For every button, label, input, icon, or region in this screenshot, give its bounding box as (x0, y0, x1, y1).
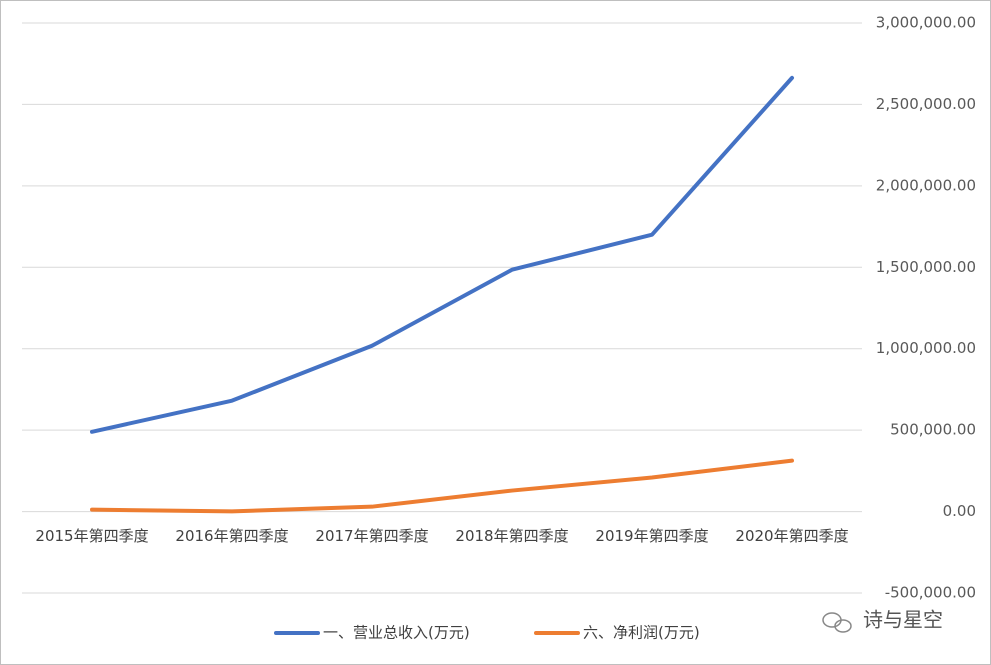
x-tick-label: 2016年第四季度 (175, 527, 288, 545)
y-tick-label: 1,000,000.00 (876, 339, 976, 357)
y-tick-label: -500,000.00 (885, 584, 976, 602)
y-tick-label: 2,000,000.00 (876, 176, 976, 194)
legend-label: 六、净利润(万元) (583, 624, 700, 642)
watermark: 诗与星空 (863, 608, 943, 632)
series-line (90, 75, 794, 434)
y-tick-label: 0.00 (943, 502, 976, 520)
x-tick-label: 2018年第四季度 (455, 527, 568, 545)
legend-label: 一、营业总收入(万元) (323, 624, 470, 642)
x-tick-label: 2020年第四季度 (735, 527, 848, 545)
y-tick-label: 2,500,000.00 (876, 95, 976, 113)
x-tick-label: 2019年第四季度 (595, 527, 708, 545)
y-tick-label: 3,000,000.00 (876, 14, 976, 32)
y-tick-label: 1,500,000.00 (876, 258, 976, 276)
series-line (90, 458, 794, 514)
x-tick-label: 2017年第四季度 (315, 527, 428, 545)
x-tick-label: 2015年第四季度 (35, 527, 148, 545)
watermark-icon (822, 612, 852, 633)
y-tick-label: 500,000.00 (890, 421, 976, 439)
